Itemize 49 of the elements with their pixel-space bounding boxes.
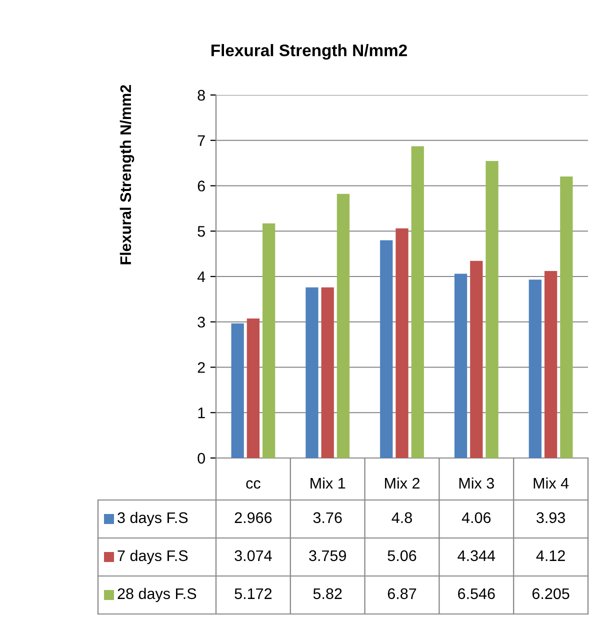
data-label: 6.205 xyxy=(532,588,570,600)
data-label: 4.06 xyxy=(462,512,491,524)
bar xyxy=(321,287,334,458)
data-label: 5.172 xyxy=(234,588,272,600)
data-label: 3.759 xyxy=(309,550,346,562)
y-tick-label: 2 xyxy=(198,362,205,373)
x-tick-label: Mix 2 xyxy=(385,477,420,489)
bar xyxy=(560,176,573,458)
bar xyxy=(470,260,483,458)
x-tick-label: Mix 3 xyxy=(459,477,494,489)
y-tick-label: 6 xyxy=(198,180,205,192)
bar xyxy=(396,228,408,458)
data-label: 6.546 xyxy=(458,588,495,600)
y-tick-label: 3 xyxy=(198,316,205,328)
bar xyxy=(486,160,498,458)
bar xyxy=(544,271,558,458)
legend-label: 28 days F.S xyxy=(118,588,196,602)
data-label: 4.8 xyxy=(392,512,412,524)
data-label: 3.93 xyxy=(536,512,565,524)
data-label: 2.966 xyxy=(234,512,272,524)
x-tick-label: cc xyxy=(246,480,260,489)
data-label: 3.074 xyxy=(234,550,272,562)
bar xyxy=(246,318,260,458)
legend-label: 7 days F.S xyxy=(118,550,188,564)
y-tick-label: 7 xyxy=(198,135,205,146)
bar xyxy=(454,274,468,458)
y-tick-label: 1 xyxy=(198,408,205,418)
chart-title: Flexural Strength N/mm2 xyxy=(211,44,407,60)
bar xyxy=(231,323,244,458)
bar xyxy=(336,194,350,458)
legend-label: 3 days F.S xyxy=(118,512,188,526)
x-tick-label: Mix 4 xyxy=(534,477,569,489)
data-label: 4.12 xyxy=(536,550,565,561)
data-label: 4.344 xyxy=(458,550,496,562)
data-label: 5.82 xyxy=(313,588,342,600)
y-tick-label: 8 xyxy=(198,90,205,101)
x-tick-label: Mix 1 xyxy=(310,477,346,489)
data-label: 3.76 xyxy=(313,512,342,524)
y-tick-label: 0 xyxy=(198,452,205,464)
bar xyxy=(306,287,318,458)
bar xyxy=(380,240,393,458)
data-label: 5.06 xyxy=(388,550,416,562)
data-label: 6.87 xyxy=(388,588,416,600)
bar xyxy=(411,146,424,458)
y-tick-label: 5 xyxy=(198,226,205,237)
bar xyxy=(262,223,276,458)
y-tick-label: 4 xyxy=(197,272,206,282)
bar xyxy=(528,280,542,458)
y-axis-title: Flexural Strength N/mm2 xyxy=(120,85,134,264)
